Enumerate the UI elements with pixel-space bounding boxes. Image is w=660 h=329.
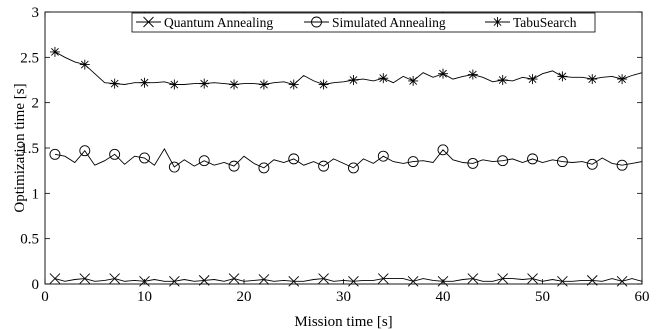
data-point-marker [289, 80, 299, 90]
data-point-marker [259, 80, 269, 90]
y-tick-label: 0 [32, 277, 40, 293]
data-point-marker [528, 74, 538, 84]
y-axis-label: Optimization time [s] [12, 83, 28, 212]
legend-label: TabuSearch [513, 15, 577, 30]
data-point-marker [408, 76, 418, 86]
data-point-marker [110, 79, 120, 89]
x-axis-label: Mission time [s] [294, 314, 392, 329]
y-tick-label: 2 [32, 96, 40, 112]
legend-label: Simulated Annealing [332, 15, 446, 30]
x-tick-label: 0 [41, 289, 49, 305]
data-point-marker [587, 74, 597, 84]
data-point-marker [319, 80, 329, 90]
x-tick-label: 10 [137, 289, 152, 305]
y-tick-label: 1 [32, 186, 40, 202]
y-tick-label: 2.5 [20, 50, 39, 66]
data-point-marker [498, 75, 508, 85]
legend-label: Quantum Annealing [164, 15, 273, 30]
data-point-marker [378, 73, 388, 83]
x-tick-label: 60 [635, 289, 650, 305]
data-point-marker [438, 69, 448, 79]
y-tick-label: 0.5 [20, 232, 39, 248]
x-tick-label: 50 [535, 289, 550, 305]
data-point-marker [169, 80, 179, 90]
data-point-marker [557, 71, 567, 81]
data-point-marker [199, 79, 209, 89]
legend: Quantum Annealing Simulated Annealing Tabu… [132, 13, 595, 32]
data-point-marker [50, 47, 60, 57]
data-point-marker [617, 74, 627, 84]
x-tick-label: 20 [237, 289, 252, 305]
y-tick-label: 3 [32, 5, 40, 21]
data-point-marker [229, 80, 239, 90]
data-point-marker [140, 78, 150, 88]
data-point-marker [348, 75, 358, 85]
legend-marker [493, 17, 503, 27]
data-point-marker [80, 60, 90, 70]
x-tick-label: 30 [336, 289, 351, 305]
x-tick-label: 40 [436, 289, 451, 305]
data-point-marker [468, 70, 478, 80]
